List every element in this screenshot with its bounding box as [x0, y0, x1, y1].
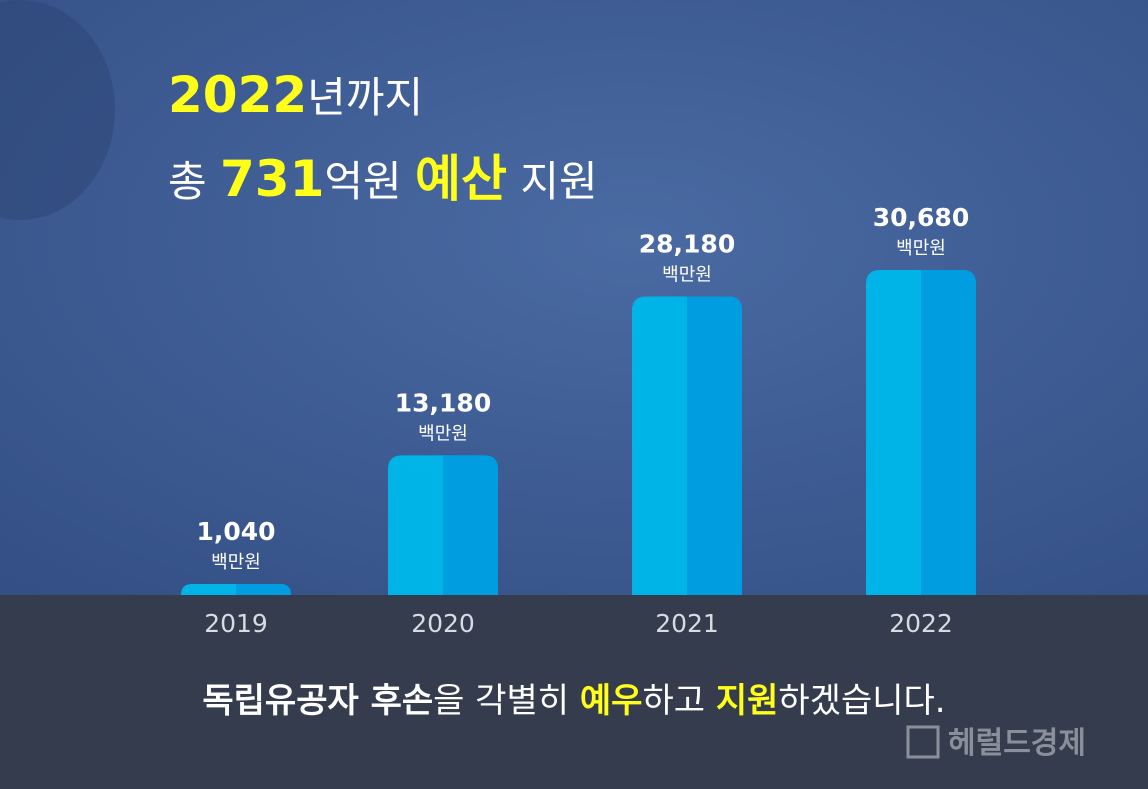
watermark: 헤럴드경제: [948, 726, 1086, 761]
title-segment: 2022: [168, 66, 307, 124]
footer-segment: 하고: [642, 681, 715, 721]
title-segment: 지원: [507, 157, 598, 206]
x-tick-label: 2020: [411, 609, 475, 638]
footer-text: 독립유공자 후손을 각별히 예우하고 지원하겠습니다.: [202, 681, 945, 721]
footer-segment: 예우: [580, 681, 643, 721]
bar-shade: [921, 270, 976, 595]
x-tick-label: 2019: [204, 609, 268, 638]
x-tick-label: 2022: [889, 609, 953, 638]
footer-segment: 지원: [716, 681, 779, 721]
bar-shade: [687, 296, 742, 595]
texture-blot: [0, 0, 115, 220]
title-segment: 731: [220, 150, 324, 208]
value-label: 13,180: [395, 388, 491, 417]
footer-segment: 하겠습니다.: [778, 681, 945, 721]
value-label: 30,680: [873, 203, 969, 232]
unit-label: 백만원: [662, 264, 712, 285]
title-segment: 총: [168, 157, 220, 206]
footer-segment: 을 각별히: [433, 681, 580, 721]
title-segment: 억원: [324, 157, 415, 206]
unit-label: 백만원: [211, 552, 261, 573]
title-segment: 예산: [415, 150, 507, 208]
title-line: 총 731억원 예산 지원: [168, 150, 598, 208]
unit-label: 백만원: [418, 423, 468, 444]
footer-band: [0, 595, 1148, 789]
value-label: 28,180: [639, 229, 735, 258]
bar-shade: [443, 455, 498, 595]
unit-label: 백만원: [896, 238, 946, 259]
title-segment: 년까지: [307, 73, 423, 122]
x-tick-label: 2021: [655, 609, 719, 638]
title-line: 2022년까지: [168, 66, 423, 124]
bar-shade: [236, 583, 291, 595]
watermark-logo: [906, 725, 940, 759]
value-label: 1,040: [196, 517, 275, 546]
footer-segment: 독립유공자 후손: [202, 681, 433, 721]
